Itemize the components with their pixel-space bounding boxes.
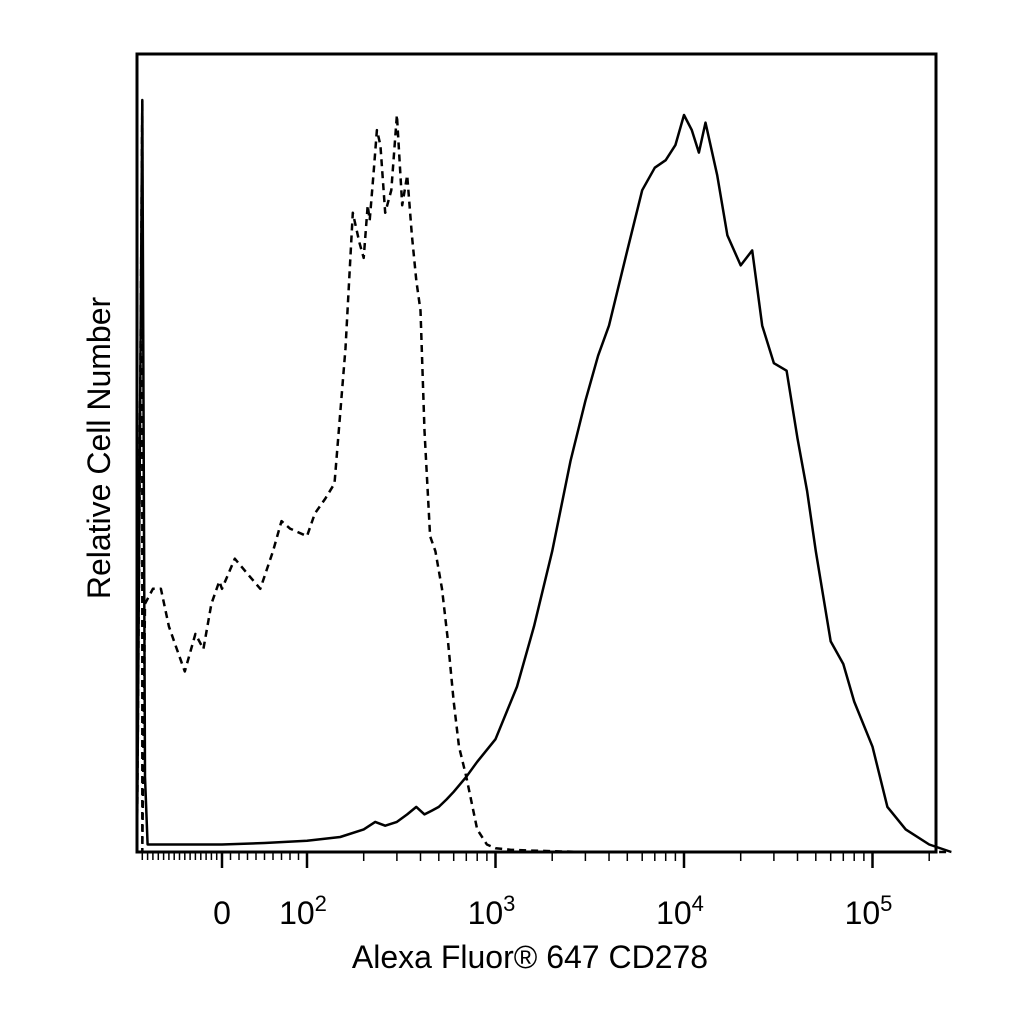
x-axis-ticks: 0 102 103 104 105 bbox=[141, 852, 930, 931]
series-line-solid bbox=[135, 98, 952, 854]
series-layer bbox=[135, 98, 952, 854]
plot-area: 0 102 103 104 105 bbox=[135, 52, 952, 931]
x-tick-label: 104 bbox=[656, 891, 704, 931]
series-line-dashed bbox=[135, 98, 952, 854]
x-tick-label: 105 bbox=[845, 891, 893, 931]
x-tick-label: 0 bbox=[213, 895, 231, 931]
x-tick-label: 103 bbox=[468, 891, 516, 931]
plot-frame bbox=[135, 52, 938, 854]
y-axis-label: Relative Cell Number bbox=[81, 296, 117, 599]
x-tick-label: 102 bbox=[279, 891, 327, 931]
x-axis-label: Alexa Fluor® 647 CD278 bbox=[352, 939, 708, 975]
